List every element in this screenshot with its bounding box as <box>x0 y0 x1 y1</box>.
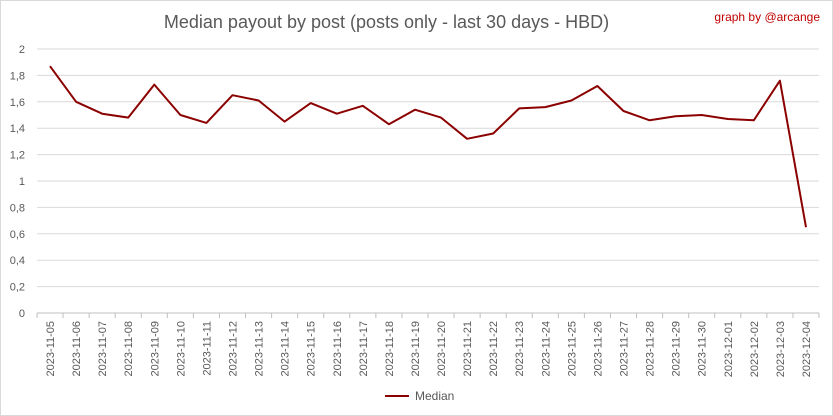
x-tick-label: 2023-11-05 <box>45 321 57 376</box>
x-tick-label: 2023-11-07 <box>97 321 109 376</box>
x-tick-label: 2023-11-15 <box>306 321 318 376</box>
x-tick-label: 2023-11-25 <box>566 321 578 376</box>
x-tick-label: 2023-12-04 <box>801 321 813 377</box>
legend: Median <box>385 389 454 403</box>
x-tick-label: 2023-11-09 <box>149 321 161 376</box>
y-tick-label: 1,4 <box>10 123 25 135</box>
x-tick-label: 2023-11-08 <box>123 321 135 376</box>
x-tick-label: 2023-11-19 <box>410 321 422 376</box>
x-tick-label: 2023-11-27 <box>619 321 631 376</box>
x-tick-label: 2023-12-03 <box>775 321 787 377</box>
x-tick-label: 2023-11-11 <box>201 321 213 376</box>
x-tick-label: 2023-12-02 <box>749 321 761 377</box>
x-tick-label: 2023-11-28 <box>645 321 657 376</box>
y-tick-label: 1,6 <box>10 97 25 109</box>
x-tick-label: 2023-11-06 <box>71 321 83 376</box>
x-tick-label: 2023-12-01 <box>723 321 735 377</box>
x-tick-label: 2023-11-10 <box>175 321 187 376</box>
series-line-median <box>49 65 807 228</box>
x-tick-label: 2023-11-22 <box>488 321 500 376</box>
x-tick-label: 2023-11-18 <box>384 321 396 376</box>
legend-label: Median <box>415 389 455 403</box>
y-tick-label: 0,8 <box>10 202 25 214</box>
legend-swatch <box>385 395 409 397</box>
x-tick-label: 2023-11-24 <box>540 321 552 376</box>
x-tick-label: 2023-11-30 <box>697 321 709 376</box>
x-tick-label: 2023-11-26 <box>592 321 604 376</box>
y-tick-label: 1,2 <box>10 150 25 162</box>
chart-credit: graph by @arcange <box>714 10 820 24</box>
x-tick-label: 2023-11-12 <box>228 321 240 376</box>
y-tick-label: 0 <box>19 308 25 320</box>
x-tick-label: 2023-11-13 <box>254 321 266 376</box>
x-tick-label: 2023-11-21 <box>462 321 474 376</box>
x-tick-label: 2023-11-14 <box>280 321 292 376</box>
y-tick-label: 1 <box>19 176 25 188</box>
x-tick-label: 2023-11-23 <box>514 321 526 376</box>
x-tick-label: 2023-11-29 <box>671 321 683 376</box>
y-tick-label: 1,8 <box>10 70 25 82</box>
y-tick-label: 0,2 <box>10 282 25 294</box>
x-tick-label: 2023-11-16 <box>332 321 344 376</box>
chart-title: Median payout by post (posts only - last… <box>163 12 610 32</box>
x-tick-label: 2023-11-17 <box>358 321 370 376</box>
y-tick-label: 2 <box>19 44 25 56</box>
x-tick-label: 2023-11-20 <box>436 321 448 376</box>
y-tick-label: 0,6 <box>10 229 25 241</box>
y-tick-label: 0,4 <box>10 255 25 267</box>
